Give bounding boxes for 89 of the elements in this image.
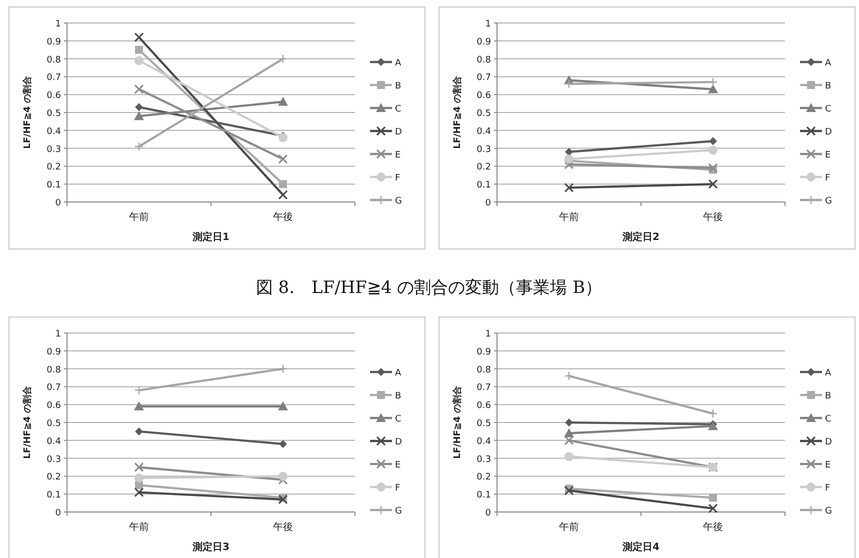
y-tick-label: 0.7 xyxy=(46,383,61,394)
y-tick-label: 0.7 xyxy=(46,73,61,84)
x-tick-label: 午後 xyxy=(703,521,723,533)
y-tick-label: 0.8 xyxy=(46,55,62,66)
legend-label: E xyxy=(395,460,401,470)
y-tick-label: 0.6 xyxy=(46,91,62,102)
x-tick-label: 午前 xyxy=(559,521,579,533)
y-tick-label: 0.2 xyxy=(46,472,61,483)
legend-label: G xyxy=(395,196,402,206)
y-tick-label: 0.2 xyxy=(476,472,491,483)
legend-label: F xyxy=(825,174,830,184)
y-tick-label: 0.2 xyxy=(46,162,61,173)
y-axis-title: LF/HF≧4 の割合 xyxy=(22,75,33,149)
x-tick-label: 午後 xyxy=(703,211,723,223)
legend-label: E xyxy=(825,150,831,160)
legend-label: C xyxy=(395,104,402,114)
x-tick-label: 午前 xyxy=(129,521,149,533)
caption: 図 8. LF/HF≧4 の割合の変動（事業場 B） xyxy=(256,278,602,298)
legend-label: D xyxy=(825,128,832,138)
y-tick-label: 0.9 xyxy=(476,37,492,48)
legend-label: A xyxy=(395,58,402,68)
y-axis-title: LF/HF≧4 の割合 xyxy=(452,75,463,149)
y-tick-label: 0 xyxy=(485,198,492,208)
y-tick-label: 0.5 xyxy=(476,109,491,119)
y-tick-label: 0.7 xyxy=(476,383,491,394)
y-tick-label: 0.4 xyxy=(46,126,62,137)
legend-label: B xyxy=(825,82,832,92)
y-tick-label: 0.3 xyxy=(476,144,491,155)
y-tick-label: 0.3 xyxy=(476,454,491,465)
legend-label: G xyxy=(395,506,402,516)
y-tick-label: 0.5 xyxy=(46,109,61,119)
y-tick-label: 0.3 xyxy=(46,454,61,465)
legend-label: F xyxy=(825,484,830,494)
y-tick-label: 0.4 xyxy=(476,126,492,137)
y-tick-label: 0.1 xyxy=(46,180,61,191)
y-tick-label: 0.7 xyxy=(476,73,491,84)
legend-label: B xyxy=(395,82,402,92)
y-tick-label: 0.2 xyxy=(476,162,491,173)
y-tick-label: 0.6 xyxy=(476,91,492,102)
x-axis-title: 測定日3 xyxy=(192,541,230,553)
legend-label: E xyxy=(395,150,401,160)
y-tick-label: 0.1 xyxy=(476,490,491,501)
x-axis-title: 測定日2 xyxy=(622,231,660,243)
y-tick-label: 1 xyxy=(485,20,491,30)
y-tick-label: 0.5 xyxy=(46,419,61,429)
y-tick-label: 0.8 xyxy=(46,365,62,376)
y-tick-label: 1 xyxy=(485,330,491,340)
y-tick-label: 1 xyxy=(55,330,61,340)
y-tick-label: 0 xyxy=(55,508,62,518)
legend-label: G xyxy=(825,506,832,516)
y-tick-label: 0.9 xyxy=(46,37,62,48)
y-tick-label: 0 xyxy=(485,508,492,518)
legend-label: B xyxy=(825,392,832,402)
y-tick-label: 0.9 xyxy=(46,347,62,358)
x-tick-label: 午前 xyxy=(559,211,579,223)
y-tick-label: 0.4 xyxy=(476,436,492,447)
legend-label: G xyxy=(825,196,832,206)
y-tick-label: 0.8 xyxy=(476,55,492,66)
y-tick-label: 0.1 xyxy=(46,490,61,501)
y-tick-label: 1 xyxy=(55,20,61,30)
legend-label: D xyxy=(395,128,402,138)
x-axis-title: 測定日1 xyxy=(192,231,230,243)
y-axis-title: LF/HF≧4 の割合 xyxy=(22,385,33,459)
legend-label: E xyxy=(825,460,831,470)
x-axis-title: 測定日4 xyxy=(622,541,660,553)
legend-label: C xyxy=(395,414,402,424)
y-tick-label: 0.3 xyxy=(46,144,61,155)
y-tick-label: 0.6 xyxy=(476,401,492,412)
legend-label: D xyxy=(825,438,832,448)
legend-label: C xyxy=(825,414,832,424)
legend-label: F xyxy=(395,174,400,184)
legend-label: A xyxy=(825,58,832,68)
y-tick-label: 0.1 xyxy=(476,180,491,191)
legend-label: D xyxy=(395,438,402,448)
y-tick-label: 0.8 xyxy=(476,365,492,376)
x-tick-label: 午後 xyxy=(273,521,293,533)
legend-label: A xyxy=(825,368,832,378)
legend-label: C xyxy=(825,104,832,114)
legend-label: B xyxy=(395,392,402,402)
y-tick-label: 0.9 xyxy=(476,347,492,358)
y-tick-label: 0 xyxy=(55,198,62,208)
x-tick-label: 午後 xyxy=(273,211,293,223)
y-tick-label: 0.4 xyxy=(46,436,62,447)
y-tick-label: 0.6 xyxy=(46,401,62,412)
y-axis-title: LF/HF≧4 の割合 xyxy=(452,385,463,459)
x-tick-label: 午前 xyxy=(129,211,149,223)
legend-label: F xyxy=(395,484,400,494)
legend-label: A xyxy=(395,368,402,378)
y-tick-label: 0.5 xyxy=(476,419,491,429)
